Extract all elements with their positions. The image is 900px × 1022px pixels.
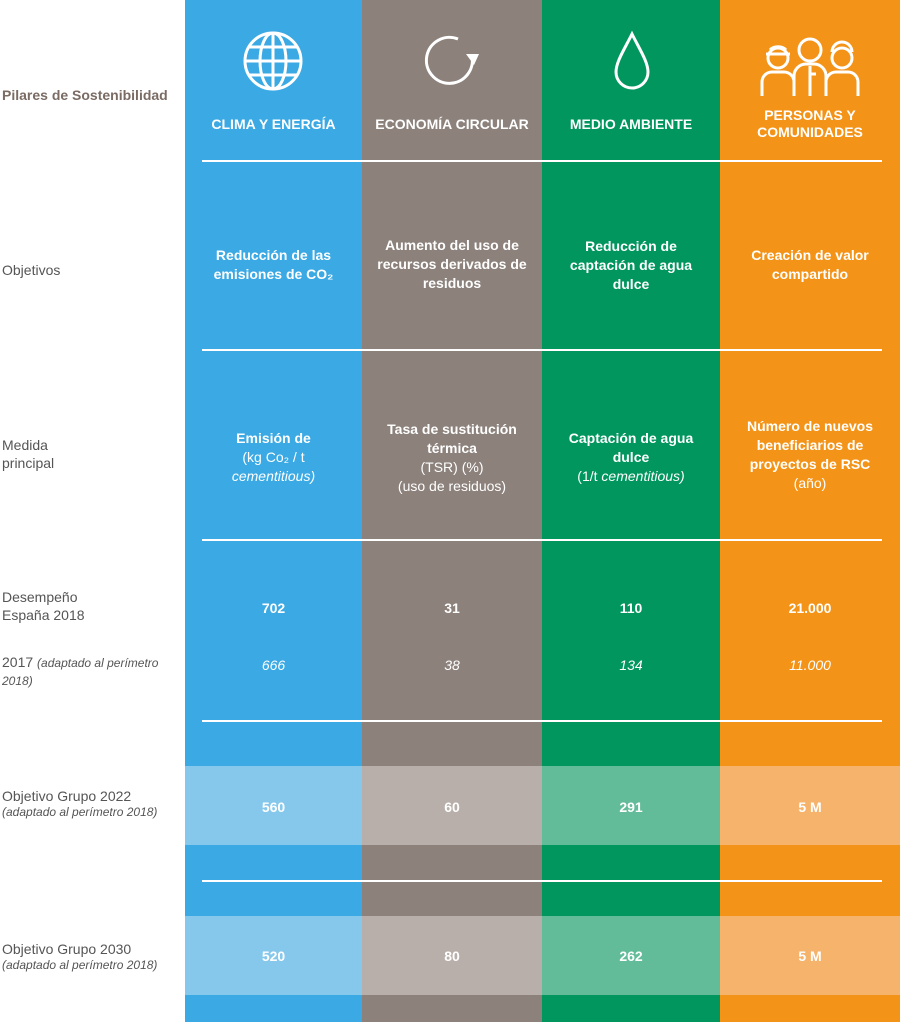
row-label-objectives: Objetivos: [2, 262, 61, 278]
performance-2018-clima: 702: [261, 599, 286, 616]
value-2017-medio: 134: [619, 656, 643, 673]
value-2017-personas: 11.000: [789, 656, 831, 673]
globe-icon: [243, 31, 303, 91]
perimeter-note: (adaptado al perímetro 2018): [2, 656, 159, 688]
divider: [202, 539, 882, 541]
row-label-target-2030: Objetivo Grupo 2030 (adaptado al perímet…: [2, 940, 180, 972]
measure-title: Captación de agua dulce: [568, 430, 694, 465]
performance-2018-economia: 31: [444, 599, 460, 616]
target-2030-medio: 262: [619, 947, 643, 964]
measure-unit-line: (1/t cementitious): [577, 467, 684, 486]
objective-economia: Aumento del uso de recursos derivados de…: [377, 222, 527, 307]
measure-title: Tasa de sustitución térmica: [387, 420, 517, 456]
target-2022-personas: 5 M: [798, 798, 822, 815]
objective-personas: Creación de valor compartido: [740, 225, 880, 305]
objective-clima: Reducción de las emisiones de CO₂: [200, 225, 347, 305]
target-2022-economia: 60: [444, 798, 460, 815]
measure-unit-italic: cementitious): [601, 468, 685, 484]
target-2030-personas: 5 M: [798, 947, 822, 964]
target-2030-band: [185, 916, 900, 995]
value-2017-clima: 666: [261, 656, 286, 673]
target-2022-clima: 560: [261, 798, 286, 815]
value-2017-economia: 38: [444, 656, 460, 673]
divider: [202, 160, 882, 162]
column-title-personas: PERSONAS Y COMUNIDADES: [757, 107, 863, 140]
row-label-pillars: Pilares de Sostenibilidad: [2, 87, 168, 103]
objective-text: Aumento del uso de recursos derivados de…: [377, 237, 527, 291]
divider: [202, 720, 882, 722]
column-clima-background: [185, 0, 362, 1022]
column-personas-background: [720, 0, 900, 1022]
measure-unit: (TSR) (%): [420, 458, 484, 475]
divider: [202, 349, 882, 351]
target-2022-label: Objetivo Grupo 2022: [2, 788, 132, 804]
measure-unit: (1/t: [577, 468, 598, 484]
measure-title: Emisión de: [236, 430, 311, 446]
objective-medio: Reducción de captación de agua dulce: [560, 225, 702, 305]
measure-economia: Tasa de sustitución térmica (TSR) (%) (u…: [377, 410, 527, 505]
divider: [202, 880, 882, 882]
target-2022-medio: 291: [619, 798, 643, 815]
water-drop-icon: [614, 30, 650, 90]
column-title-clima: CLIMA Y ENERGÍA: [211, 115, 336, 132]
measure-personas: Número de nuevos beneficiarios de proyec…: [740, 395, 880, 515]
measure-unit: (año): [793, 475, 827, 491]
column-medio-background: [542, 0, 720, 1022]
row-label-measure: Medida principal: [2, 437, 55, 471]
measure-unit: (kg Co₂ / t: [242, 449, 305, 465]
objective-text: Reducción de las emisiones de CO₂: [213, 247, 334, 282]
target-2030-label: Objetivo Grupo 2030: [2, 941, 132, 957]
measure-note: (uso de residuos): [397, 477, 507, 494]
column-title-medio: MEDIO AMBIENTE: [569, 115, 693, 132]
target-2030-clima: 520: [261, 947, 286, 964]
target-2022-band: [185, 766, 900, 845]
measure-clima: Emisión de (kg Co₂ / t cementitious): [200, 410, 347, 505]
column-title-economia: ECONOMÍA CIRCULAR: [375, 115, 529, 132]
measure-unit-italic: cementitious): [231, 468, 316, 484]
performance-2018-medio: 110: [619, 599, 643, 616]
column-economia-background: [362, 0, 542, 1022]
perimeter-note: (adaptado al perímetro 2018): [2, 958, 158, 972]
row-label-2017: 2017 (adaptado al perímetro 2018): [2, 653, 180, 689]
people-icon: [760, 37, 860, 96]
year-2017-label: 2017: [2, 654, 34, 670]
perimeter-note: (adaptado al perímetro 2018): [2, 805, 158, 819]
objective-text: Creación de valor compartido: [751, 247, 869, 282]
measure-medio: Captación de agua dulce (1/t cementitiou…: [560, 410, 702, 505]
objective-text: Reducción de captación de agua dulce: [569, 237, 693, 292]
row-label-performance: Desempeño España 2018: [2, 589, 85, 623]
circular-arrow-icon: [424, 35, 479, 85]
row-label-target-2022: Objetivo Grupo 2022 (adaptado al perímet…: [2, 787, 180, 819]
target-2030-economia: 80: [444, 947, 460, 964]
measure-title: Número de nuevos beneficiarios de proyec…: [746, 418, 874, 472]
performance-2018-personas: 21.000: [788, 599, 832, 616]
